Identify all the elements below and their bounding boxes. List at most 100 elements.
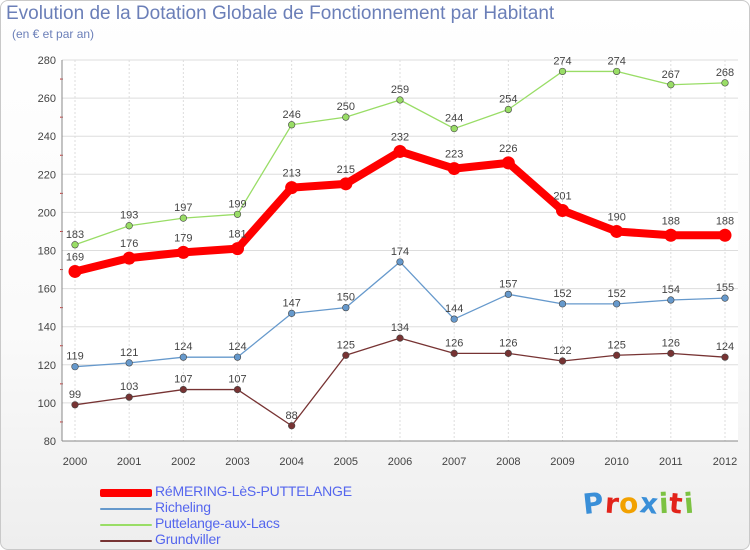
data-label-richeling: 124 — [174, 341, 192, 353]
data-label-puttelange-aux-lacs: 250 — [337, 101, 355, 113]
data-label-grundviller: 103 — [120, 381, 138, 393]
data-label-grundviller: 126 — [445, 337, 463, 349]
data-point-puttelange-aux-lacs — [504, 105, 512, 114]
data-point-r-mering-l-s-puttelange — [285, 181, 299, 195]
legend-item: Puttelange-aux-Lacs — [100, 515, 480, 532]
data-point-puttelange-aux-lacs — [342, 113, 350, 121]
data-label-richeling: 155 — [716, 282, 734, 294]
data-point-grundviller — [504, 349, 512, 357]
legend-swatch — [100, 508, 152, 510]
data-point-richeling — [125, 359, 133, 367]
data-label-richeling: 144 — [445, 303, 463, 315]
data-label-r-mering-l-s-puttelange: 179 — [174, 232, 192, 244]
chart-subtitle: (en € et par an) — [12, 27, 95, 41]
proxiti-logo: Proxiti — [581, 485, 695, 522]
data-label-grundviller: 122 — [553, 345, 571, 357]
y-tick-label: 140 — [38, 322, 56, 334]
x-tick-label: 2001 — [117, 456, 141, 468]
legend-swatch — [100, 524, 152, 526]
logo-letter: x — [637, 486, 661, 521]
data-point-richeling — [613, 300, 621, 308]
data-point-puttelange-aux-lacs — [613, 67, 621, 76]
data-label-r-mering-l-s-puttelange: 226 — [499, 143, 517, 155]
data-label-puttelange-aux-lacs: 183 — [66, 229, 84, 241]
data-point-richeling — [71, 363, 79, 371]
x-tick-label: 2006 — [388, 456, 412, 468]
data-point-richeling — [667, 296, 675, 304]
legend-swatch — [100, 540, 152, 542]
data-point-grundviller — [721, 353, 729, 361]
data-label-grundviller: 107 — [174, 374, 192, 386]
y-tick-label: 200 — [38, 207, 56, 219]
data-point-grundviller — [71, 401, 79, 409]
y-tick-label: 220 — [38, 169, 56, 181]
data-point-grundviller — [288, 422, 296, 430]
data-label-r-mering-l-s-puttelange: 201 — [553, 190, 571, 202]
data-label-r-mering-l-s-puttelange: 223 — [445, 149, 463, 161]
data-label-grundviller: 107 — [228, 374, 246, 386]
data-label-grundviller: 125 — [337, 339, 355, 351]
data-label-puttelange-aux-lacs: 254 — [499, 94, 517, 106]
data-point-r-mering-l-s-puttelange — [664, 228, 678, 242]
x-tick-label: 2012 — [713, 456, 737, 468]
legend-label: Grundviller — [155, 531, 221, 547]
data-label-puttelange-aux-lacs: 246 — [282, 109, 300, 121]
y-tick-label: 280 — [38, 55, 56, 67]
data-label-r-mering-l-s-puttelange: 176 — [120, 238, 138, 250]
data-label-richeling: 119 — [66, 351, 84, 363]
data-point-r-mering-l-s-puttelange — [393, 144, 407, 158]
data-point-r-mering-l-s-puttelange — [610, 224, 624, 238]
data-point-richeling — [396, 258, 404, 266]
data-point-richeling — [721, 294, 729, 302]
data-label-r-mering-l-s-puttelange: 215 — [337, 164, 355, 176]
data-point-richeling — [558, 300, 567, 308]
logo-letter: P — [581, 485, 607, 522]
data-label-puttelange-aux-lacs: 274 — [553, 55, 571, 67]
data-point-grundviller — [396, 334, 404, 342]
data-point-grundviller — [233, 385, 242, 394]
data-point-puttelange-aux-lacs — [667, 81, 675, 89]
data-label-richeling: 121 — [120, 347, 138, 359]
data-label-richeling: 150 — [337, 292, 355, 304]
y-tick-label: 160 — [38, 284, 56, 296]
x-tick-label: 2005 — [334, 456, 358, 468]
chart-legend: RéMERING-LèS-PUTTELANGE Richeling Puttelan… — [100, 483, 480, 548]
data-label-grundviller: 88 — [286, 410, 298, 422]
data-point-grundviller — [558, 357, 567, 365]
data-label-puttelange-aux-lacs: 274 — [607, 55, 625, 67]
x-tick-label: 2008 — [496, 456, 520, 468]
data-label-richeling: 152 — [607, 288, 625, 300]
data-label-r-mering-l-s-puttelange: 181 — [228, 229, 246, 241]
data-point-richeling — [288, 309, 296, 317]
data-label-puttelange-aux-lacs: 267 — [662, 69, 680, 81]
y-tick-label: 260 — [38, 93, 56, 105]
data-point-richeling — [179, 353, 187, 361]
data-label-grundviller: 99 — [69, 389, 81, 401]
data-label-puttelange-aux-lacs: 259 — [391, 84, 409, 96]
data-point-puttelange-aux-lacs — [125, 222, 133, 230]
legend-label: Richeling — [155, 499, 211, 515]
data-point-puttelange-aux-lacs — [71, 241, 79, 249]
data-point-puttelange-aux-lacs — [179, 214, 187, 222]
data-label-richeling: 157 — [499, 278, 517, 290]
x-tick-label: 2011 — [659, 456, 683, 468]
data-label-r-mering-l-s-puttelange: 169 — [66, 251, 84, 263]
data-label-grundviller: 125 — [607, 339, 625, 351]
logo-letter: o — [618, 486, 641, 521]
data-label-grundviller: 134 — [391, 322, 409, 334]
data-label-r-mering-l-s-puttelange: 188 — [716, 215, 734, 227]
data-label-richeling: 152 — [553, 288, 571, 300]
x-tick-label: 2000 — [63, 456, 87, 468]
data-point-r-mering-l-s-puttelange — [122, 251, 136, 265]
y-tick-label: 240 — [38, 131, 56, 143]
legend-item: RéMERING-LèS-PUTTELANGE — [100, 483, 480, 500]
data-label-grundviller: 126 — [662, 337, 680, 349]
data-point-grundviller — [450, 349, 458, 357]
data-point-richeling — [504, 290, 512, 298]
data-label-grundviller: 126 — [499, 337, 517, 349]
legend-label: RéMERING-LèS-PUTTELANGE — [155, 483, 352, 499]
data-point-grundviller — [613, 351, 621, 359]
y-tick-label: 180 — [38, 246, 56, 258]
data-label-richeling: 124 — [228, 341, 246, 353]
